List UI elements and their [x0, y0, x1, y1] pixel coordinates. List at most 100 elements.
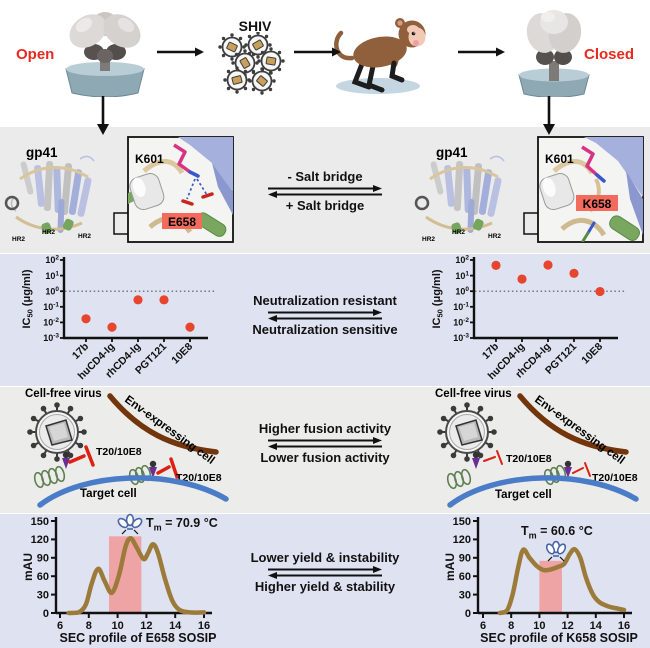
open-trimer-mini-icon	[117, 513, 143, 535]
env-spike-complex	[446, 451, 480, 490]
shiv-virions-illustration	[218, 32, 285, 95]
y-tick-label: 10-1	[43, 302, 59, 313]
y-tick-label: 100	[455, 286, 469, 297]
target-cell-label: Target cell	[80, 488, 137, 500]
band-neutralization	[0, 253, 650, 387]
virion-icon	[27, 402, 87, 462]
y-tick-label: 90	[37, 553, 49, 565]
trimer-fraction-highlight	[539, 560, 562, 613]
salt-bridge-inset-closed: K658 K601	[537, 136, 644, 243]
closed-trimer-illustration	[518, 10, 590, 97]
arrow-down-open	[97, 96, 109, 135]
virion-icon	[437, 402, 497, 462]
gp41-ribbon	[414, 155, 505, 235]
arrow-monkey-to-closed	[458, 47, 505, 57]
gp41-ribbon	[4, 155, 95, 235]
closed-label: Closed	[584, 46, 635, 63]
gp41-panel-open: gp41 HR2 HR2 HR2	[4, 136, 234, 243]
x-tick-label: 17b	[70, 341, 91, 362]
x-tick-label: 17b	[480, 341, 501, 362]
k601-label: K601	[135, 152, 164, 166]
x-tick-label: 10E8	[579, 341, 605, 367]
fusion-panel-closed: Cell-free virus T20/10E8 Env-expressi	[435, 388, 639, 508]
sec-curve	[66, 535, 207, 616]
env-spike-complex	[33, 451, 70, 489]
arrow-shiv-to-monkey	[294, 47, 341, 57]
x-tick-label: 14	[169, 620, 182, 632]
y-tick-label: 60	[459, 571, 471, 583]
x-tick-label: 14	[590, 620, 603, 632]
salt-bridge-equilibrium: - Salt bridge + Salt bridge	[237, 169, 413, 214]
neutralization-equilibrium: Neutralization resistant Neutralization …	[237, 293, 413, 338]
target-cell-membrane	[447, 475, 639, 508]
x-tick-label: 10	[111, 620, 123, 632]
inhibitor-t-icon	[572, 462, 591, 477]
y-tick-label: 10-3	[43, 333, 59, 344]
hr2-label: HR2	[78, 233, 91, 240]
y-tick-label: 150	[453, 516, 471, 528]
env-expressing-cell-membrane	[107, 393, 219, 455]
y-tick-label: 10-2	[43, 317, 59, 328]
gp41-label: gp41	[436, 145, 468, 160]
hr2-label: HR2	[452, 229, 465, 236]
ic50-point	[517, 274, 527, 284]
fusion-panel-open: Cell-free virus T20/10E8 Env	[25, 388, 229, 508]
x-tick-label: 12	[140, 620, 152, 632]
fusion-equilibrium: Higher fusion activity Lower fusion acti…	[237, 421, 413, 466]
y-tick-label: 101	[45, 270, 59, 281]
hr2-label: HR2	[422, 236, 435, 243]
k601-label: K601	[545, 152, 574, 166]
ic50-point	[185, 322, 195, 332]
inhibitor-label: T20/10E8	[592, 472, 638, 484]
y-axis-label: mAU	[21, 553, 35, 581]
y-tick-label: 10-1	[453, 302, 469, 313]
env-spike-complex	[128, 460, 157, 486]
ic50-point	[595, 286, 605, 297]
ic50-point	[81, 314, 91, 324]
equilibrium-top-text: Higher fusion activity	[258, 421, 392, 436]
x-tick-label: 6	[57, 620, 63, 632]
salt-bridge-dashed-bond	[186, 178, 196, 200]
y-tick-label: 30	[37, 589, 49, 601]
yield-equilibrium: Lower yield & instability Higher yield &…	[237, 550, 413, 595]
virion-cluster	[218, 32, 285, 95]
inhibitor-t-icon	[483, 450, 503, 465]
x-tick-label: 10	[533, 620, 545, 632]
open-trimer-illustration	[65, 12, 145, 97]
e658-label: E658	[168, 215, 196, 229]
y-tick-label: 102	[455, 255, 469, 266]
y-axis-label: IC50 (μg/ml)	[21, 269, 35, 328]
equilibrium-top-text: Lower yield & instability	[250, 550, 400, 565]
cell-free-virus-label: Cell-free virus	[435, 388, 512, 400]
arrow-down-closed	[543, 96, 555, 135]
tm-label-k658: Tm = 60.6 °C	[521, 524, 593, 541]
y-tick-label: 120	[453, 534, 471, 546]
equilibrium-bottom-text: Higher yield & stability	[254, 579, 396, 595]
env-expressing-cell-membrane	[517, 393, 629, 455]
ic50-point	[569, 268, 579, 278]
y-tick-label: 10-3	[453, 333, 469, 344]
ic50-chart-open: 10210110010-110-210-317bhuCD4-IgrhCD4-Ig…	[21, 255, 216, 382]
tm-label-e658: Tm = 70.9 °C	[146, 516, 218, 533]
y-axis-label: mAU	[443, 553, 457, 581]
y-tick-label: 60	[37, 571, 49, 583]
y-tick-label: 102	[45, 255, 59, 266]
equilibrium-top-text: - Salt bridge	[287, 169, 363, 184]
x-axis-label: SEC profile of K658 SOSIP	[480, 631, 638, 645]
k658-label: K658	[583, 197, 612, 211]
y-tick-label: 0	[465, 608, 471, 620]
equilibrium-arrows-icon	[268, 437, 382, 451]
y-tick-label: 30	[459, 589, 471, 601]
inhibitor-label: T20/10E8	[96, 446, 142, 458]
y-tick-label: 90	[459, 553, 471, 565]
y-tick-label: 10-2	[453, 317, 469, 328]
gp41-panel-closed: gp41 HR2 HR2 HR2	[414, 136, 644, 243]
band-fusion	[0, 386, 650, 514]
target-cell-membrane	[37, 475, 229, 508]
ic50-chart-closed: 10210110010-110-210-317bhuCD4-IgrhCD4-Ig…	[431, 255, 626, 382]
cell-free-virus-label: Cell-free virus	[25, 388, 102, 400]
x-tick-label: 16	[198, 620, 210, 632]
